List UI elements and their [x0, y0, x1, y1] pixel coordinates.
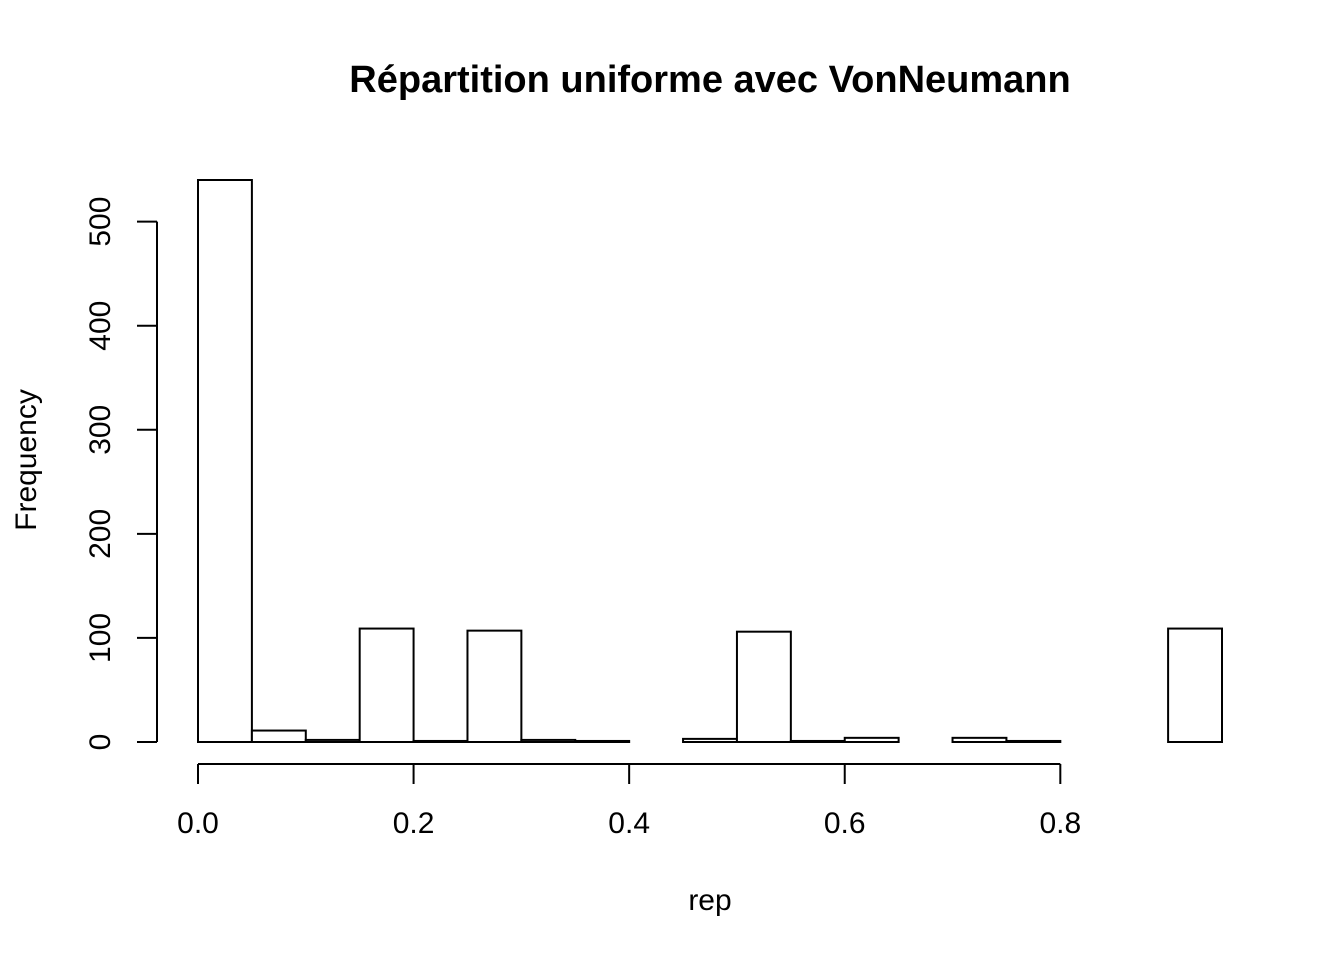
histogram-bar [358, 627, 415, 744]
x-tick-label: 0.8 [1039, 807, 1081, 840]
y-tick-label: 400 [84, 301, 117, 351]
y-tick-label: 100 [84, 613, 117, 663]
histogram-bar [843, 736, 900, 743]
y-tick-label: 300 [84, 405, 117, 455]
histogram-bar [250, 729, 307, 744]
y-axis-label: Frequency [10, 389, 43, 531]
x-tick-label: 0.6 [824, 807, 866, 840]
x-axis: 0.0 0.2 0.4 0.6 0.8 [177, 763, 1081, 840]
histogram-bar [520, 738, 577, 743]
y-axis: 0 100 200 300 400 500 [84, 197, 158, 751]
histogram-bar [951, 736, 1008, 743]
histogram-bar [1167, 627, 1223, 744]
x-axis-label: rep [688, 884, 731, 917]
histogram-bar [1005, 739, 1062, 744]
histogram-bar [735, 630, 792, 743]
chart-title: Répartition uniforme avec VonNeumann [349, 59, 1070, 101]
histogram-bar [197, 179, 253, 743]
histogram-bar [466, 629, 523, 744]
bars-group [197, 179, 1223, 744]
histogram-bar [789, 739, 846, 744]
x-tick-label: 0.0 [177, 807, 219, 840]
histogram-bar [682, 737, 738, 744]
x-tick-label: 0.4 [608, 807, 650, 840]
histogram-bar [304, 738, 361, 743]
y-tick-label: 500 [84, 197, 117, 247]
histogram-bar [574, 739, 631, 744]
y-tick-label: 200 [84, 509, 117, 559]
y-tick-label: 0 [84, 734, 117, 751]
histogram-bar [412, 739, 469, 744]
x-tick-label: 0.2 [393, 807, 435, 840]
